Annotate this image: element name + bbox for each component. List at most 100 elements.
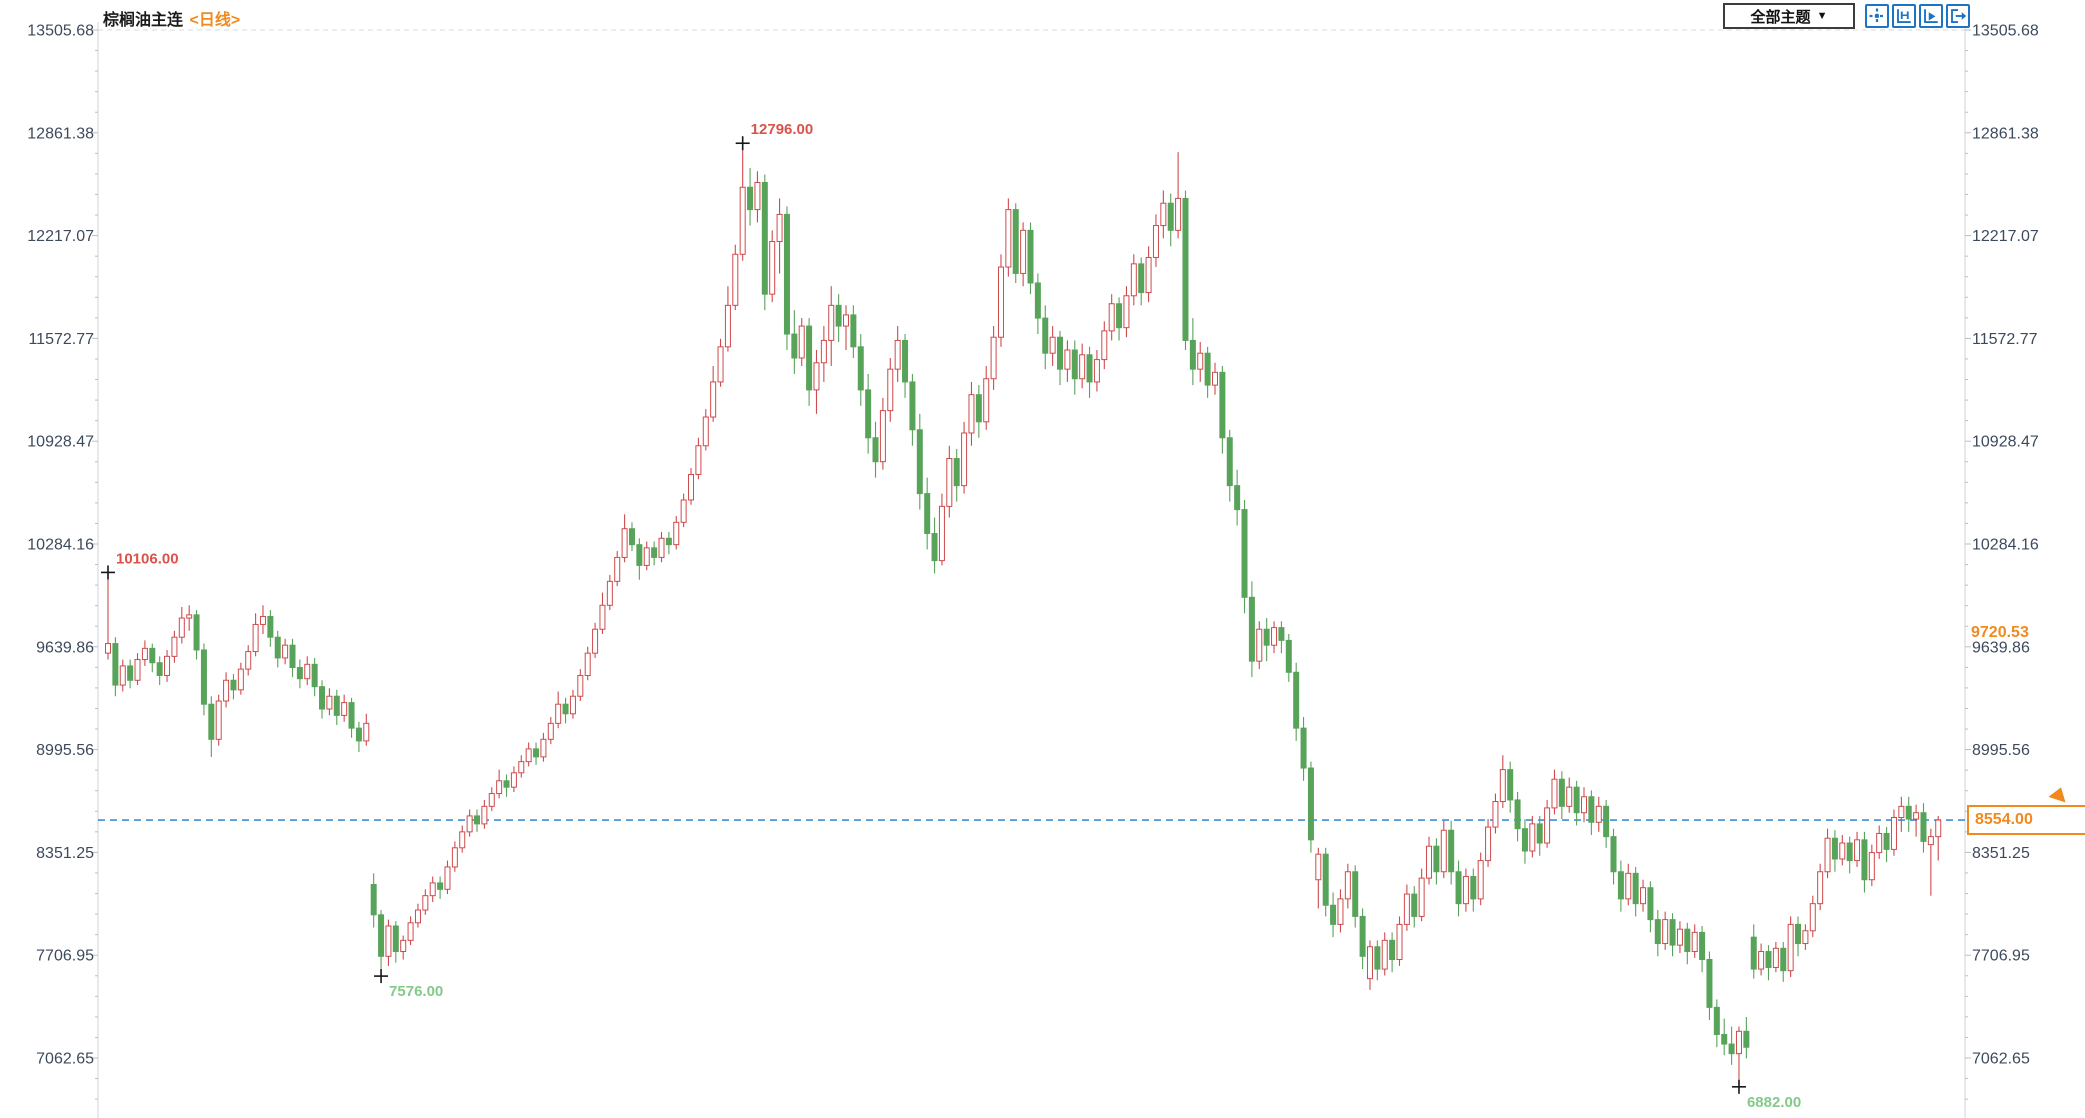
candle <box>414 909 421 924</box>
candle <box>289 644 296 669</box>
candle <box>628 528 635 546</box>
candle <box>1831 837 1838 860</box>
candle <box>909 381 916 431</box>
theme-dropdown[interactable]: 全部主题 ▼ <box>1723 3 1855 29</box>
candle <box>1101 330 1108 361</box>
pan-tool-button[interactable] <box>1865 4 1889 28</box>
candle <box>717 346 724 383</box>
candle <box>1330 904 1337 925</box>
y-axis-label-left: 8995.56 <box>36 742 94 759</box>
candle <box>370 884 377 916</box>
candle <box>1662 919 1669 945</box>
candle <box>791 333 798 359</box>
candle <box>304 663 311 680</box>
candle <box>193 614 200 651</box>
candle <box>333 695 340 716</box>
candle <box>496 780 503 795</box>
candle <box>1108 303 1115 332</box>
candle <box>1079 354 1086 380</box>
candle <box>1713 1006 1720 1035</box>
candle <box>673 521 680 546</box>
candle <box>429 882 436 897</box>
candle <box>1721 1033 1728 1045</box>
candle <box>1226 437 1233 487</box>
candle <box>761 181 768 295</box>
candle <box>1861 839 1868 881</box>
x-axis-range-icon <box>1897 9 1911 23</box>
candle <box>1064 349 1071 370</box>
candle <box>680 499 687 523</box>
last-price-tag: 8554.00 <box>1967 805 2085 836</box>
candle <box>407 922 414 941</box>
candle <box>1610 836 1617 873</box>
candle <box>1669 919 1676 946</box>
chart-period-label: <日线> <box>189 12 241 29</box>
candle <box>488 793 495 807</box>
candle <box>887 368 894 412</box>
y-axis-label-right: 12861.38 <box>1972 125 2039 142</box>
candle <box>569 695 576 715</box>
y-axis-label-left: 9639.86 <box>36 639 94 656</box>
candle <box>518 761 525 774</box>
candle <box>208 703 215 740</box>
candle <box>1271 627 1278 646</box>
candle <box>348 702 355 729</box>
candle <box>724 304 731 348</box>
candle <box>1544 807 1551 844</box>
candle <box>215 700 222 740</box>
candle <box>1595 805 1602 823</box>
candle <box>525 748 532 763</box>
candle <box>437 882 444 890</box>
candle <box>119 665 126 686</box>
dropdown-caret-icon: ▼ <box>1816 10 1828 22</box>
candle <box>422 895 429 911</box>
candle <box>1846 842 1853 862</box>
candle <box>688 473 695 501</box>
candle <box>1809 903 1816 932</box>
candle <box>1440 829 1447 873</box>
candle <box>385 925 392 957</box>
x-axis-range-button[interactable] <box>1892 4 1916 28</box>
candle <box>1632 872 1639 905</box>
candle <box>1536 823 1543 844</box>
candle <box>606 580 613 606</box>
candle <box>857 346 864 391</box>
axis-play-icon <box>1924 9 1938 23</box>
candle <box>1130 263 1137 297</box>
right-axis-indicator-value: 9720.53 <box>1971 623 2029 641</box>
candle <box>1603 805 1610 838</box>
candle <box>1824 837 1831 873</box>
candle <box>1005 209 1012 268</box>
candle <box>223 679 230 702</box>
candle <box>1566 786 1573 807</box>
export-chart-button[interactable] <box>1946 4 1970 28</box>
candle <box>1905 805 1912 820</box>
candle <box>378 914 385 957</box>
candle <box>171 636 178 657</box>
y-axis-label-right: 7062.65 <box>1972 1051 2030 1068</box>
candle <box>259 615 266 625</box>
candle <box>562 703 569 715</box>
candle <box>1381 939 1388 970</box>
candle <box>1293 671 1300 729</box>
candle <box>326 695 333 710</box>
candle <box>584 652 591 676</box>
candle <box>1772 947 1779 968</box>
candle <box>1868 852 1875 881</box>
candle <box>503 780 510 788</box>
candle <box>747 186 754 211</box>
candle <box>1086 354 1093 383</box>
candle <box>1071 349 1078 380</box>
candle <box>296 667 303 680</box>
candle <box>1182 197 1189 341</box>
candle <box>1049 336 1056 354</box>
candle <box>902 339 909 383</box>
candle <box>1883 832 1890 850</box>
candle <box>1817 871 1824 905</box>
candle <box>1890 816 1897 850</box>
axis-play-zoom-button[interactable] <box>1919 4 1943 28</box>
candle <box>983 378 990 423</box>
candle <box>112 643 119 686</box>
candle <box>1167 202 1174 231</box>
